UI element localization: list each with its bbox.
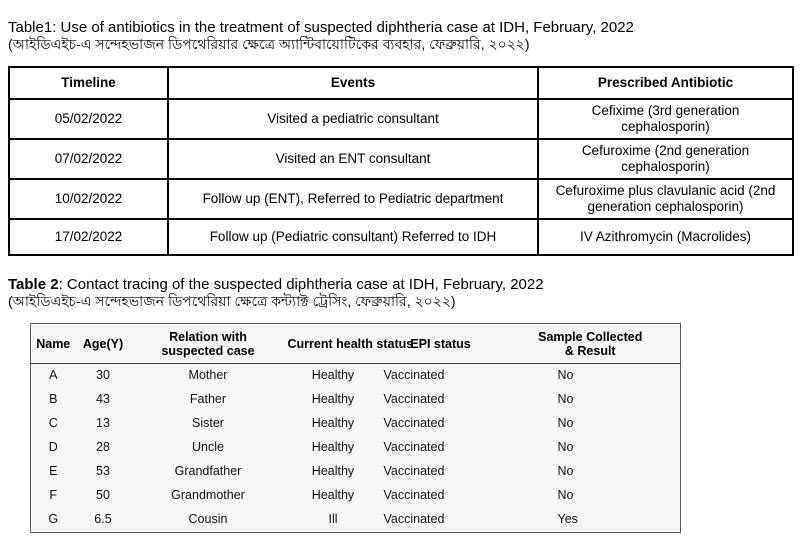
- cell-name: F: [49, 488, 58, 502]
- column-header-prescribed-antibiotic: Prescribed Antibiotic: [537, 66, 794, 100]
- cell-sample: No: [557, 416, 574, 430]
- cell-relation: Father: [189, 392, 227, 406]
- column-header-events: Events: [167, 66, 539, 100]
- cell-antibiotic: Cefuroxime plus clavulanic acid (2nd gen…: [537, 178, 794, 220]
- cell-relation: Sister: [192, 416, 224, 430]
- cell-sample: No: [557, 488, 574, 502]
- cell-sample: No: [557, 392, 574, 406]
- cell-relation: Uncle: [192, 440, 224, 454]
- table-row: D 28 Uncle Healthy Vaccinated No: [31, 436, 681, 460]
- antibiotics-table: Timeline Events Prescribed Antibiotic 05…: [8, 66, 794, 256]
- cell-antibiotic: Cefuroxime (2nd generation cephalosporin…: [537, 138, 794, 180]
- table2-caption: Table 2: Contact tracing of the suspecte…: [8, 276, 544, 293]
- cell-antibiotic: Cefixime (3rd generation cephalosporin): [537, 98, 794, 140]
- column-header-timeline: Timeline: [8, 66, 169, 100]
- cell-event: Visited a pediatric consultant: [167, 98, 539, 140]
- column-header-relation: Relation with suspected case: [130, 323, 286, 364]
- cell-epi: Vaccinated: [383, 488, 445, 502]
- column-header-health-status: Current health status: [285, 323, 413, 364]
- cell-sample: No: [557, 368, 574, 382]
- column-header-epi-status: EPI status: [380, 323, 501, 364]
- table-row: A 30 Mother Healthy Vaccinated No: [31, 364, 681, 389]
- cell-health: Healthy: [311, 464, 355, 478]
- table-row: C 13 Sister Healthy Vaccinated No: [31, 412, 681, 436]
- table-row: F 50 Grandmother Healthy Vaccinated No: [31, 484, 681, 508]
- cell-event: Visited an ENT consultant: [167, 138, 539, 180]
- cell-event: Follow up (Pediatric consultant) Referre…: [167, 218, 539, 256]
- cell-epi: Vaccinated: [383, 440, 445, 454]
- cell-age: 28: [96, 440, 110, 454]
- cell-health: Healthy: [311, 440, 355, 454]
- table-row: G 6.5 Cousin Ill Vaccinated Yes: [31, 508, 681, 533]
- cell-health: Ill: [328, 512, 338, 526]
- cell-sample: No: [557, 440, 574, 454]
- column-header-sample: Sample Collected & Result: [500, 323, 681, 364]
- cell-epi: Vaccinated: [383, 464, 445, 478]
- table-row: 17/02/2022 Follow up (Pediatric consulta…: [8, 218, 794, 256]
- table2-caption-label: Table 2: [8, 276, 59, 293]
- table1-caption-bengali: (আইডিএইচ-এ সন্দেহভাজন ডিপথেরিয়ার ক্ষেত্…: [8, 36, 530, 52]
- cell-age: 30: [96, 368, 110, 382]
- cell-date: 05/02/2022: [8, 98, 169, 140]
- cell-name: G: [48, 512, 59, 526]
- table-header-row: Timeline Events Prescribed Antibiotic: [8, 66, 794, 100]
- cell-health: Healthy: [311, 392, 355, 406]
- cell-health: Healthy: [311, 368, 355, 382]
- cell-antibiotic: IV Azithromycin (Macrolides): [537, 218, 794, 256]
- cell-health: Healthy: [311, 416, 355, 430]
- cell-epi: Vaccinated: [383, 392, 445, 406]
- table-row: E 53 Grandfather Healthy Vaccinated No: [31, 460, 681, 484]
- cell-health: Healthy: [311, 488, 355, 502]
- table-row: B 43 Father Healthy Vaccinated No: [31, 388, 681, 412]
- cell-epi: Vaccinated: [383, 416, 445, 430]
- cell-age: 13: [96, 416, 110, 430]
- cell-name: B: [49, 392, 58, 406]
- contact-tracing-table: Name Age(Y) Relation with suspected case…: [30, 323, 681, 533]
- table-row: 07/02/2022 Visited an ENT consultant Cef…: [8, 138, 794, 180]
- cell-relation: Grandfather: [174, 464, 242, 478]
- cell-name: A: [49, 368, 58, 382]
- column-header-age: Age(Y): [75, 323, 131, 364]
- table2-caption-text: : Contact tracing of the suspected dipht…: [58, 276, 544, 293]
- cell-relation: Cousin: [188, 512, 228, 526]
- cell-date: 17/02/2022: [8, 218, 169, 256]
- cell-epi: Vaccinated: [383, 368, 445, 382]
- table-row: 10/02/2022 Follow up (ENT), Referred to …: [8, 178, 794, 220]
- table-header-row: Name Age(Y) Relation with suspected case…: [30, 323, 681, 364]
- cell-name: E: [49, 464, 58, 478]
- table1-caption: Table1: Use of antibiotics in the treatm…: [8, 19, 634, 36]
- cell-age: 6.5: [94, 512, 112, 526]
- cell-relation: Grandmother: [171, 488, 245, 502]
- cell-age: 50: [96, 488, 110, 502]
- cell-event: Follow up (ENT), Referred to Pediatric d…: [167, 178, 539, 220]
- cell-date: 07/02/2022: [8, 138, 169, 180]
- cell-name: C: [48, 416, 58, 430]
- table-row: 05/02/2022 Visited a pediatric consultan…: [8, 98, 794, 140]
- cell-date: 10/02/2022: [8, 178, 169, 220]
- column-header-name: Name: [30, 323, 76, 364]
- cell-sample: No: [557, 464, 574, 478]
- table2-caption-bengali: (আইডিএইচ-এ সন্দেহভাজন ডিপথেরিয়া ক্ষেত্র…: [8, 293, 456, 309]
- cell-name: D: [48, 440, 58, 454]
- cell-sample: Yes: [557, 512, 578, 526]
- cell-relation: Mother: [188, 368, 228, 382]
- cell-epi: Vaccinated: [383, 512, 445, 526]
- cell-age: 43: [96, 392, 110, 406]
- cell-age: 53: [96, 464, 110, 478]
